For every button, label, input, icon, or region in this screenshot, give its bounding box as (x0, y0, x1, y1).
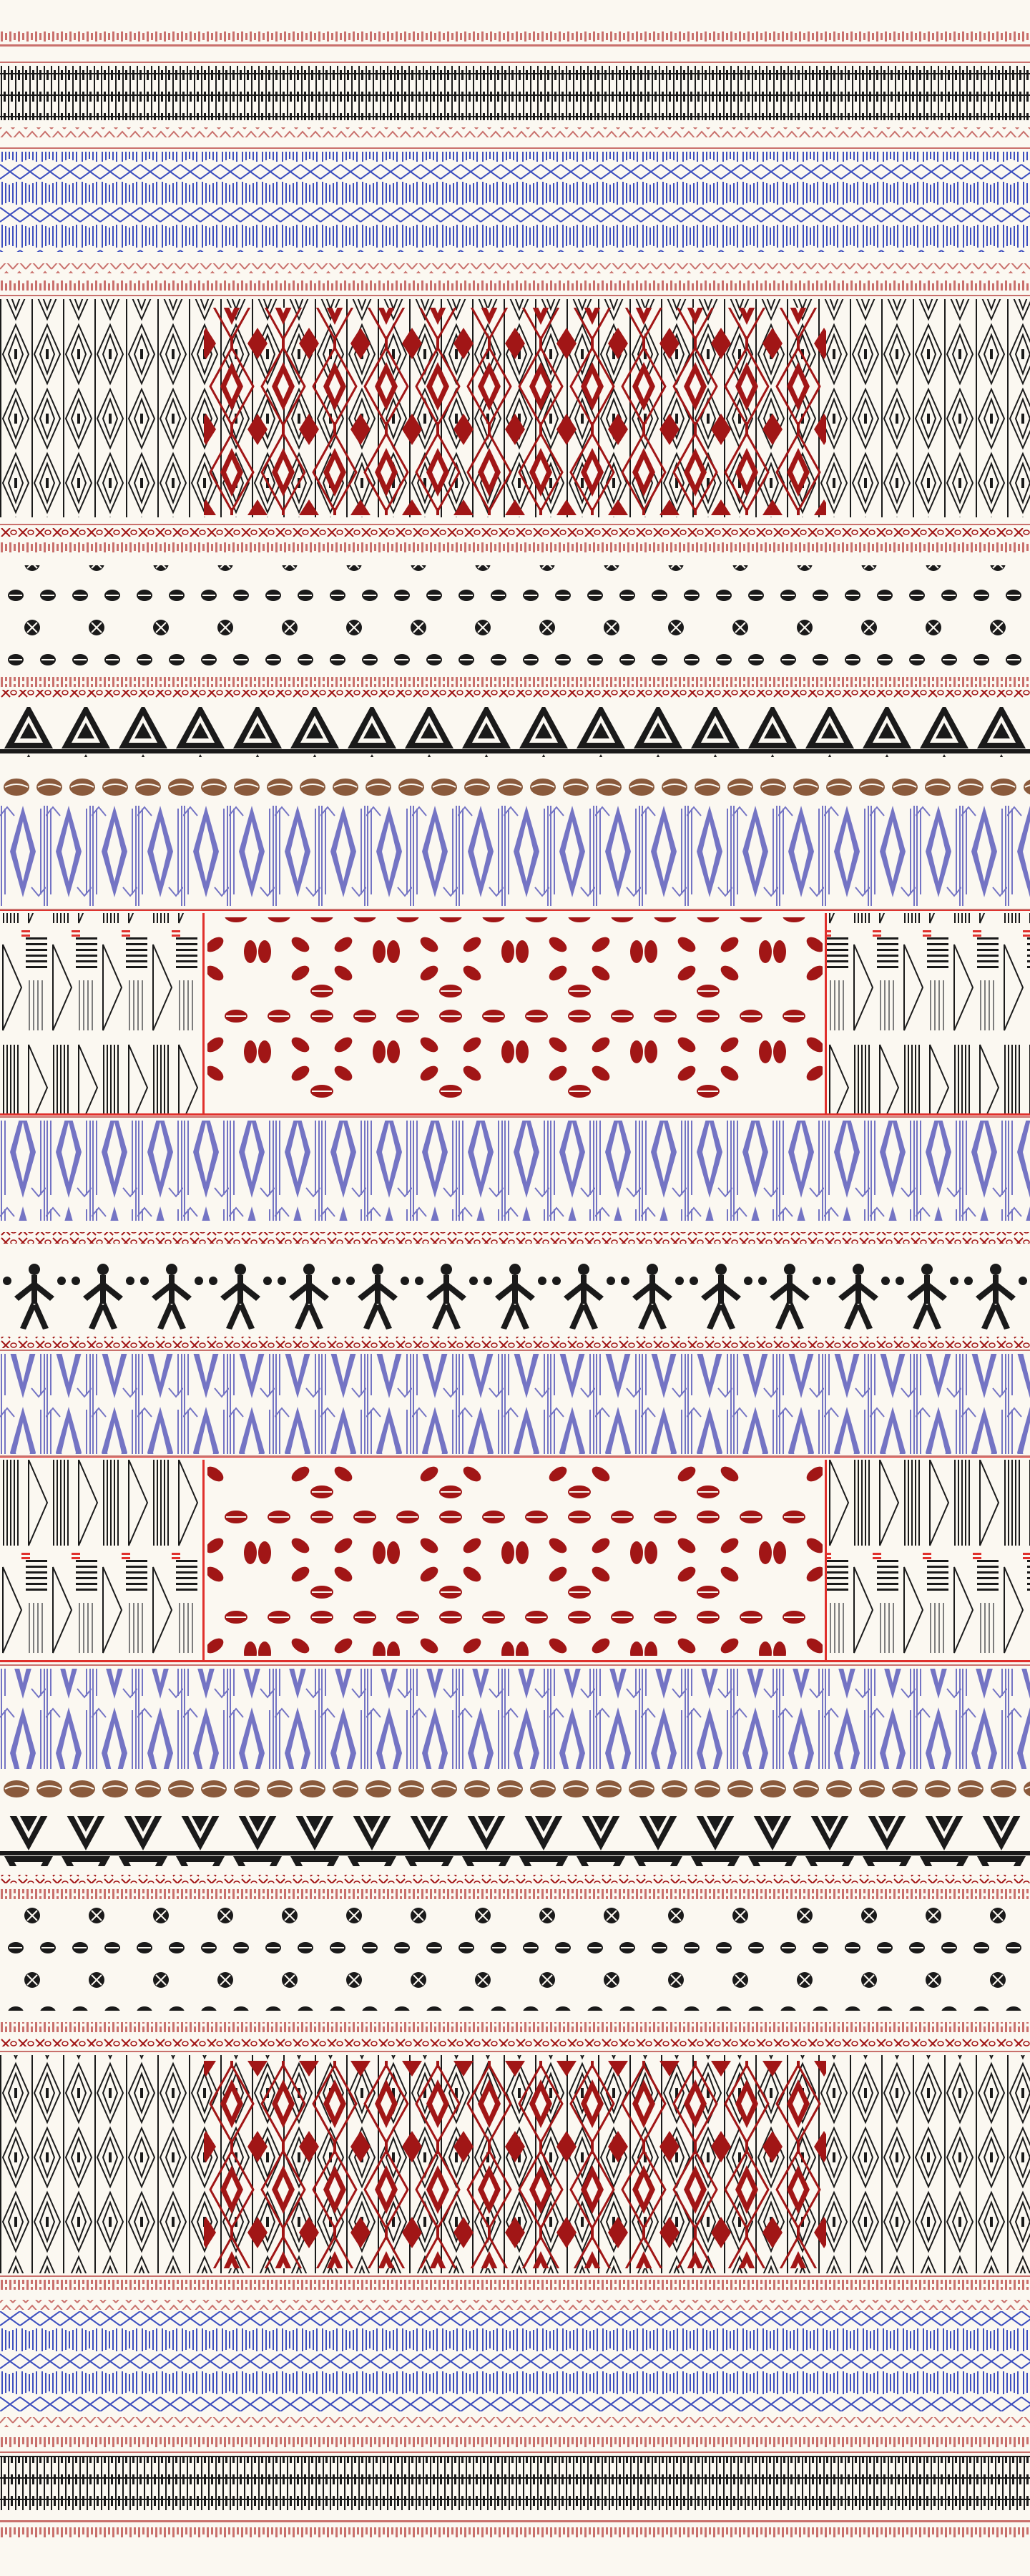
triangle-frieze (0, 707, 1030, 757)
border-stripe (0, 2022, 1030, 2032)
border-stripe (0, 1875, 1030, 1883)
separator-line (0, 1116, 1030, 1118)
triangle-frieze (0, 1816, 1030, 1866)
panel-divider (825, 1460, 827, 1660)
zigzag-stripe (0, 2311, 1030, 2411)
lavender-ikat (0, 1354, 1030, 1454)
border-stripe (0, 1889, 1030, 1899)
ikat-red-center (204, 308, 826, 515)
separator-line (0, 1350, 1030, 1351)
panel-divider (202, 1460, 205, 1660)
border-line (0, 44, 1030, 47)
panel-border-line (0, 1660, 1030, 1662)
border-stripe (0, 690, 1030, 698)
separator-line (0, 909, 1030, 910)
border-stripe (0, 2456, 1030, 2510)
dancing-figures-row (0, 1252, 1030, 1331)
lavender-ikat (0, 1669, 1030, 1769)
border-stripe (0, 1337, 1030, 1348)
border-stripe (0, 263, 1030, 273)
cowrie-row (0, 1903, 1030, 2011)
coffee-bean-row (0, 1775, 1030, 1803)
border-line (0, 2520, 1030, 2522)
panel-border-line (0, 1113, 1030, 1116)
border-stripe (0, 66, 1030, 120)
separator-line (0, 147, 1030, 149)
border-stripe (0, 127, 1030, 137)
cowrie-row (0, 565, 1030, 665)
lavender-ikat (0, 1121, 1030, 1221)
border-stripe (0, 2280, 1030, 2290)
separator-line (0, 1664, 1030, 1666)
separator-line (0, 2451, 1030, 2453)
ikat-red-center (204, 2061, 826, 2268)
geometric-side-panel (826, 913, 1030, 1113)
separator-line (0, 524, 1030, 525)
red-cowrie-field (207, 917, 823, 1109)
zigzag-stripe (0, 152, 1030, 252)
separator-line (0, 62, 1030, 63)
geometric-side-panel (0, 913, 204, 1113)
border-stripe (0, 542, 1030, 552)
border-stripe (0, 2417, 1030, 2427)
border-stripe (0, 677, 1030, 687)
geometric-side-panel (0, 1460, 204, 1660)
separator-line (0, 2051, 1030, 2052)
border-stripe (0, 528, 1030, 537)
border-stripe (0, 2527, 1030, 2537)
coffee-bean-row (0, 770, 1030, 799)
separator-line (0, 295, 1030, 296)
panel-divider (202, 913, 205, 1113)
border-stripe (0, 2300, 1030, 2310)
border-stripe (0, 1232, 1030, 1244)
panel-divider (825, 913, 827, 1113)
border-stripe (0, 280, 1030, 291)
geometric-side-panel (826, 1460, 1030, 1660)
separator-line (0, 1455, 1030, 1457)
red-cowrie-field (207, 1464, 823, 1656)
separator-line (0, 2275, 1030, 2277)
border-stripe (0, 2038, 1030, 2046)
lavender-ikat (0, 806, 1030, 906)
border-stripe (0, 2437, 1030, 2447)
border-stripe (0, 31, 1030, 42)
